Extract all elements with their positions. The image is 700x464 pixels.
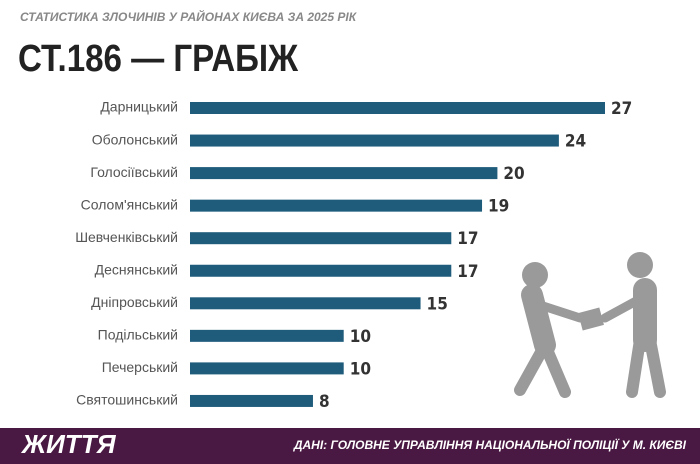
value-label: 10 — [350, 327, 371, 347]
bar — [190, 199, 483, 212]
category-label: Святошинський — [76, 392, 178, 408]
category-label: Подільський — [98, 327, 178, 343]
category-label: Солом'янський — [81, 196, 178, 212]
bar — [190, 362, 344, 375]
bar — [190, 264, 452, 277]
bar — [190, 394, 313, 407]
value-label: 20 — [503, 164, 524, 184]
chart-subtitle: СТАТИСТИКА ЗЛОЧИНІВ У РАЙОНАХ КИЄВА ЗА 2… — [20, 8, 358, 24]
category-label: Оболонський — [92, 131, 178, 147]
value-label: 17 — [457, 262, 478, 282]
footer-source: ДАНІ: ГОЛОВНЕ УПРАВЛІННЯ НАЦІОНАЛЬНОЇ ПО… — [293, 437, 687, 452]
value-label: 17 — [457, 229, 478, 249]
bar — [190, 232, 452, 245]
illustration — [514, 252, 666, 398]
value-label: 24 — [565, 132, 586, 152]
category-label: Шевченківський — [75, 229, 178, 245]
footer-brand: ЖИТТЯ — [20, 429, 117, 459]
category-label: Голосіївський — [90, 164, 178, 180]
value-label: 10 — [350, 359, 371, 379]
chart-title: СТ.186 — ГРАБІЖ — [18, 38, 299, 80]
value-label: 19 — [488, 197, 509, 217]
value-label: 15 — [427, 294, 448, 314]
footer-band — [0, 428, 700, 464]
bar — [190, 134, 559, 147]
category-label: Печерський — [102, 359, 178, 375]
category-label: Дарницький — [100, 99, 178, 115]
category-label: Деснянський — [95, 261, 178, 277]
value-label: 8 — [319, 392, 330, 412]
category-label: Дніпровський — [91, 294, 178, 310]
bar — [190, 329, 344, 342]
bar — [190, 297, 421, 310]
bar — [190, 102, 605, 114]
value-label: 27 — [611, 99, 632, 119]
bar — [190, 167, 498, 180]
